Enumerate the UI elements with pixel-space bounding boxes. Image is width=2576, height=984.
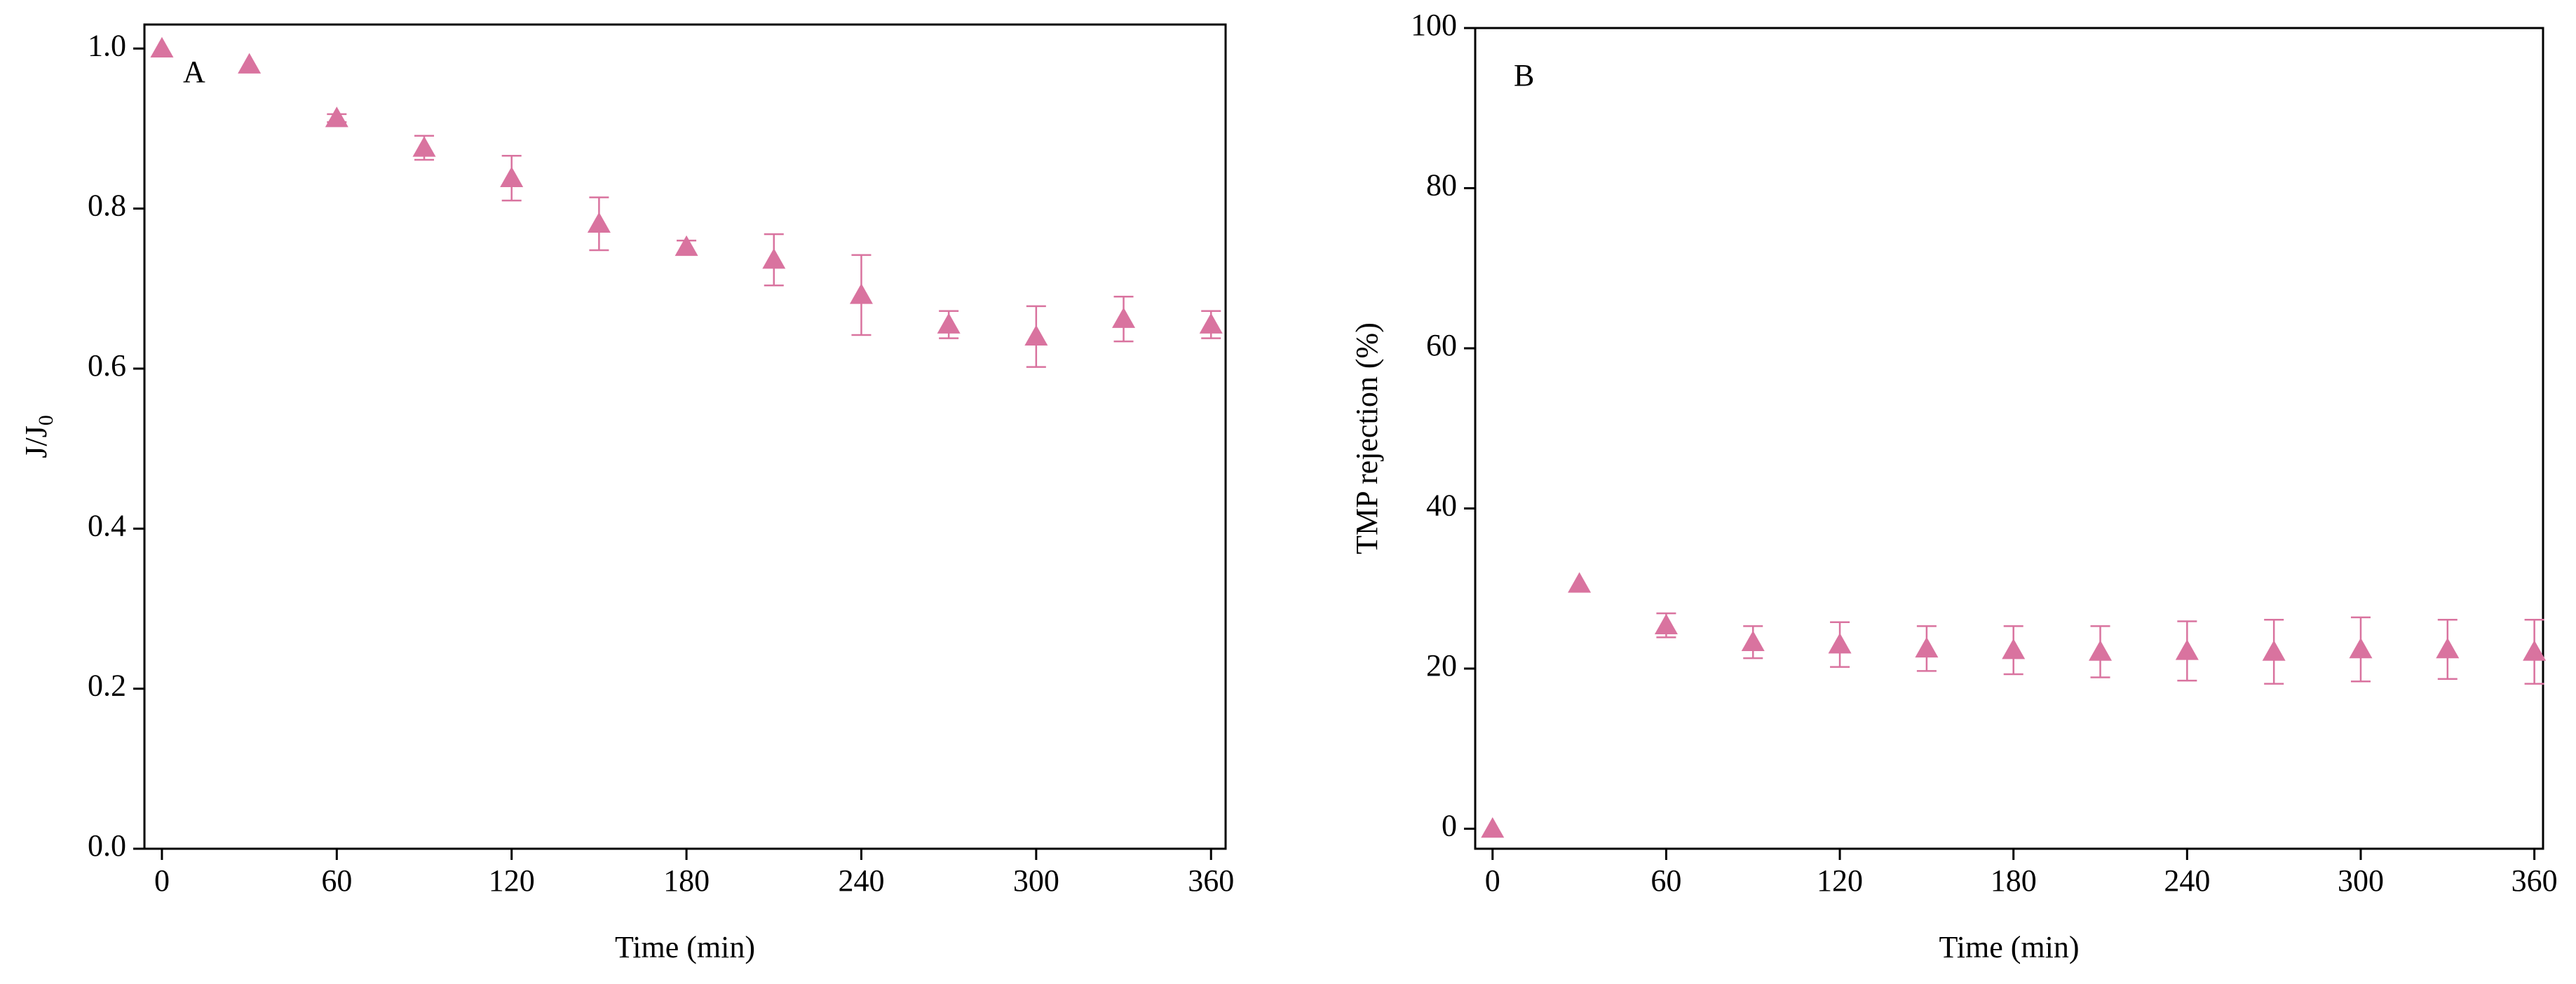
y-tick-label: 20 xyxy=(1426,648,1457,683)
data-point xyxy=(2089,640,2113,661)
y-axis-label-subscript: 0 xyxy=(34,415,57,425)
y-tick-label: 0.4 xyxy=(88,508,126,542)
data-point xyxy=(1199,313,1223,334)
y-tick-label: 0.0 xyxy=(88,828,126,863)
y-tick-label: 100 xyxy=(1411,8,1457,42)
y-tick-label: 0 xyxy=(1442,809,1457,843)
data-point xyxy=(1654,613,1678,635)
y-tick-label: 40 xyxy=(1426,488,1457,523)
x-tick-label: 240 xyxy=(2164,863,2210,898)
data-point xyxy=(1112,307,1136,328)
data-point xyxy=(238,53,262,74)
data-point xyxy=(587,212,611,233)
x-tick-label: 180 xyxy=(663,863,710,898)
data-point xyxy=(674,235,698,257)
data-point xyxy=(2523,640,2547,661)
data-point xyxy=(2175,639,2199,660)
x-tick-label: 0 xyxy=(154,863,170,898)
data-point xyxy=(937,313,961,334)
y-axis-label-main: TMP rejection (%) xyxy=(1350,322,1384,554)
x-tick-label: 360 xyxy=(2511,863,2558,898)
data-point xyxy=(1568,572,1592,593)
y-tick-label: 80 xyxy=(1426,168,1457,203)
x-axis-label: Time (min) xyxy=(615,930,755,964)
x-tick-label: 180 xyxy=(1991,863,2037,898)
data-point xyxy=(1741,630,1765,652)
y-axis-label: TMP rejection (%) xyxy=(1350,322,1384,554)
x-tick-label: 300 xyxy=(2338,863,2384,898)
y-axis-label: J/J0 xyxy=(19,415,57,458)
y-axis-label-main: J/J xyxy=(19,425,53,458)
x-tick-label: 0 xyxy=(1485,863,1500,898)
y-tick-label: 0.8 xyxy=(88,189,126,223)
data-point xyxy=(2349,638,2373,659)
data-point xyxy=(2436,638,2460,659)
data-point xyxy=(2002,638,2026,660)
data-point xyxy=(849,283,873,304)
data-point xyxy=(1481,816,1505,838)
y-tick-label: 60 xyxy=(1426,328,1457,362)
x-tick-label: 60 xyxy=(321,863,352,898)
data-point xyxy=(412,136,436,157)
data-point xyxy=(150,36,174,58)
y-tick-label: 1.0 xyxy=(88,28,126,62)
data-point xyxy=(1024,324,1048,346)
x-tick-label: 120 xyxy=(489,863,535,898)
data-point xyxy=(500,166,524,187)
data-point xyxy=(1828,633,1852,654)
x-tick-label: 60 xyxy=(1650,863,1681,898)
y-tick-label: 0.6 xyxy=(88,348,126,383)
plot-frame xyxy=(143,23,1227,850)
x-tick-label: 120 xyxy=(1817,863,1863,898)
x-axis-label: Time (min) xyxy=(1939,930,2079,964)
data-point xyxy=(1915,636,1939,658)
x-tick-label: 360 xyxy=(1188,863,1234,898)
panel-label: A xyxy=(183,55,205,89)
data-point xyxy=(325,107,348,128)
panel-label: B xyxy=(1514,58,1534,93)
data-point xyxy=(2262,640,2286,661)
data-point xyxy=(762,248,786,269)
plot-frame xyxy=(1474,27,2544,850)
x-tick-label: 240 xyxy=(838,863,884,898)
x-tick-label: 300 xyxy=(1013,863,1059,898)
y-tick-label: 0.2 xyxy=(88,669,126,703)
